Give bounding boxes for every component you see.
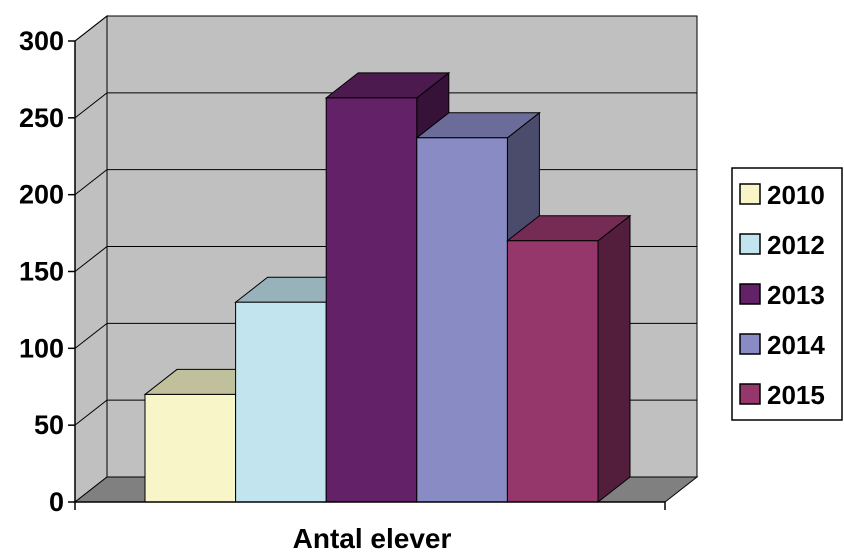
legend-swatch	[739, 233, 761, 255]
y-tick-label: 100	[19, 333, 64, 363]
legend-item: 2015	[739, 380, 825, 410]
legend-swatch	[739, 333, 761, 355]
y-tick-label: 50	[34, 410, 64, 440]
legend-label: 2015	[767, 380, 825, 410]
legend-swatch	[739, 283, 761, 305]
y-tick-label: 300	[19, 26, 64, 56]
bar-front	[144, 393, 237, 503]
y-tick-label: 250	[19, 103, 64, 133]
legend-label: 2012	[767, 230, 825, 260]
legend-label: 2013	[767, 280, 825, 310]
legend-swatch	[739, 183, 761, 205]
legend-item: 2013	[739, 280, 825, 310]
x-axis-label: Antal elever	[293, 523, 452, 554]
y-axis: 0 50 100 150 200 250 300	[19, 26, 76, 517]
y-tick-label: 150	[19, 257, 64, 287]
bar-front	[506, 240, 599, 503]
legend-item: 2012	[739, 230, 825, 260]
bars	[143, 71, 632, 504]
legend-swatch	[739, 383, 761, 405]
bar-front	[325, 97, 418, 503]
bar-front	[416, 137, 508, 503]
legend: 2010 2012 2013 2014 2015	[731, 167, 843, 421]
gridline	[74, 92, 697, 119]
bar-front	[235, 301, 327, 503]
legend-item: 2014	[739, 330, 825, 360]
y-tick-label: 0	[49, 487, 64, 517]
legend-label: 2014	[767, 330, 825, 360]
gridline	[74, 15, 697, 42]
y-tick-label: 200	[19, 180, 64, 210]
legend-label: 2010	[767, 180, 825, 210]
legend-item: 2010	[739, 180, 825, 210]
bar-side	[597, 214, 631, 504]
x-axis: Antal elever	[74, 501, 666, 554]
bar-2015	[505, 214, 632, 504]
